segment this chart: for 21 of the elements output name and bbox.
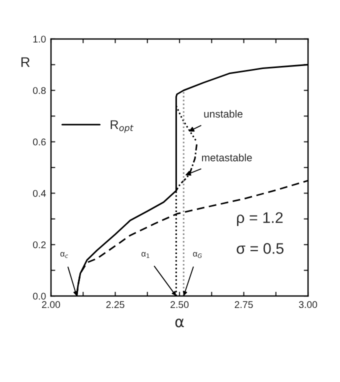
- y-tick-label: 0.8: [33, 87, 46, 94]
- x-tick-label: 2.00: [42, 301, 60, 308]
- x-tick-label: 2.50: [170, 301, 189, 308]
- annotation: α$_{1}$: [142, 252, 150, 258]
- y-tick-label: 0.2: [33, 241, 46, 248]
- legend-label: R$_{opt}$: [110, 120, 134, 133]
- y-tick-label: 0.0: [33, 292, 46, 300]
- annotation: α$_{G}$: [193, 252, 202, 258]
- x-axis-title: α: [175, 318, 184, 328]
- y-tick-label: 0.4: [33, 190, 46, 197]
- annotation: metastable: [202, 154, 252, 162]
- y-tick-label: 1.0: [33, 36, 46, 43]
- y-tick-label: 0.6: [33, 138, 46, 146]
- annotation: σ = 0.5: [236, 243, 284, 254]
- x-tick-label: 2.75: [234, 301, 253, 308]
- y-axis-title: R: [21, 57, 30, 67]
- annotation: ρ = 1.2: [237, 212, 283, 226]
- annotation: α$_{c}$: [60, 252, 68, 258]
- annotation: unstable: [204, 110, 242, 118]
- x-tick-label: 2.25: [106, 301, 124, 308]
- x-tick-label: 3.00: [298, 301, 318, 308]
